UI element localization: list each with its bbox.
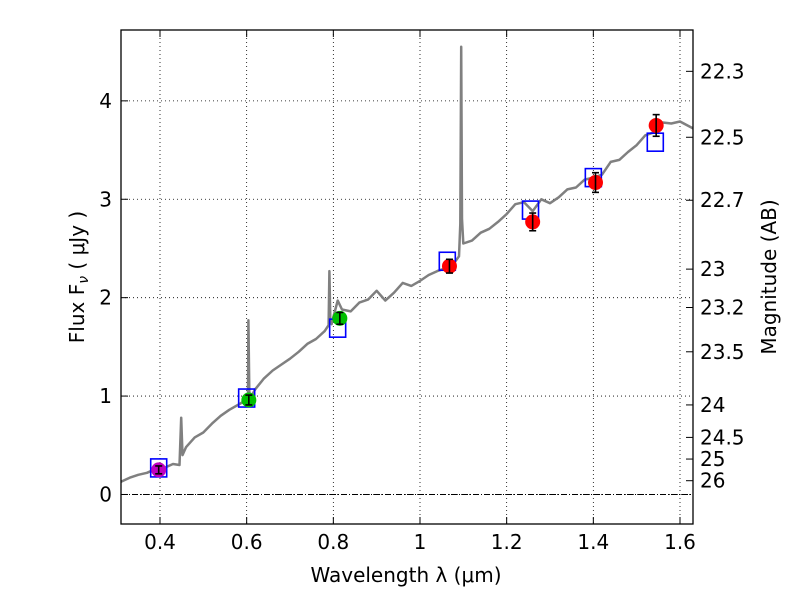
spectrum-line	[120, 45, 694, 483]
right-axis-label: Magnitude (AB)	[757, 199, 781, 354]
right-tick-label: 24.5	[700, 425, 745, 449]
x-tick-label: 1.2	[491, 530, 523, 554]
right-tick-label: 22.3	[700, 59, 745, 83]
observed-point	[241, 392, 257, 408]
x-axis-ticks: 0.4 0.6 0.8 1 1.2 1.4 1.6	[144, 30, 696, 554]
right-tick-label: 23.5	[700, 340, 745, 364]
observed-point	[151, 462, 167, 478]
y-tick-label: 1	[99, 384, 112, 408]
x-tick-label: 1	[414, 530, 427, 554]
x-axis-label: Wavelength λ (μm)	[310, 563, 501, 587]
right-tick-label: 26	[700, 469, 725, 493]
x-tick-label: 1.4	[577, 530, 609, 554]
observed-point	[648, 113, 664, 138]
y-axis-label-main: Flux F	[65, 284, 89, 343]
right-tick-label: 23	[700, 257, 725, 281]
right-tick-label: 24	[700, 393, 725, 417]
y-axis-ticks: 0 1 2 3 4	[99, 89, 128, 506]
y-axis-label-subscript: ν	[76, 276, 92, 284]
y-axis-label: Flux Fν ( μJy )	[65, 211, 92, 343]
x-tick-label: 0.4	[144, 530, 176, 554]
right-tick-label: 22.7	[700, 188, 745, 212]
y-tick-label: 2	[99, 286, 112, 310]
observed-point	[588, 171, 603, 194]
model-photometry-box	[646, 132, 665, 152]
right-tick-label: 23.2	[700, 296, 745, 320]
y-axis-label-units: ( μJy )	[65, 211, 89, 276]
observed-point	[441, 258, 457, 274]
y-tick-label: 0	[99, 482, 112, 506]
x-tick-label: 0.8	[317, 530, 349, 554]
right-tick-label: 22.5	[700, 125, 745, 149]
y-tick-label: 3	[99, 187, 112, 211]
observed-point	[525, 212, 541, 232]
right-tick-label: 25	[700, 447, 725, 471]
x-tick-label: 0.6	[231, 530, 263, 554]
observed-photometry-points	[151, 113, 664, 478]
axes-frame	[120, 29, 694, 525]
observed-point	[332, 310, 348, 326]
y-tick-label: 4	[99, 89, 112, 113]
x-tick-label: 1.6	[664, 530, 696, 554]
